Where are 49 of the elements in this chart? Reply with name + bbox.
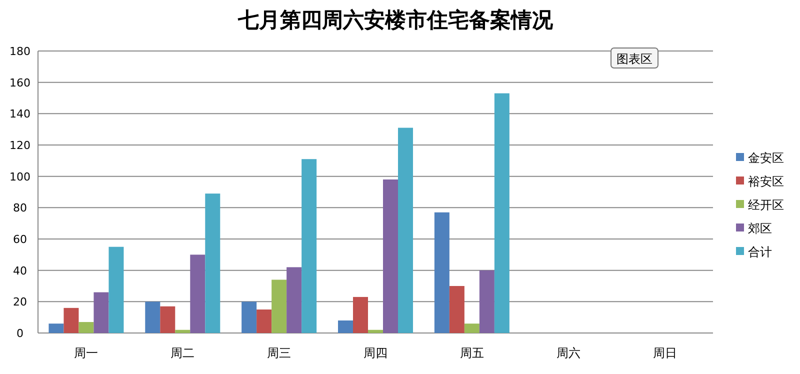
y-tick-label: 80 (13, 202, 27, 215)
y-tick-label: 160 (10, 76, 30, 90)
x-tick-label: 周四 (364, 346, 388, 360)
legend-label: 金安区 (748, 151, 784, 165)
bar (272, 280, 287, 333)
bar (94, 292, 109, 333)
y-tick-label: 60 (13, 233, 27, 246)
annotation: 图表区 (616, 52, 652, 66)
bar (286, 267, 302, 333)
bar (383, 179, 398, 333)
bar (64, 308, 79, 333)
x-tick-label: 周一 (74, 346, 98, 360)
bar (205, 194, 220, 333)
legend-label: 裕安区 (748, 174, 784, 188)
bar (494, 93, 510, 333)
bar (78, 322, 94, 333)
x-tick-label: 周三 (267, 346, 292, 360)
bar (338, 320, 353, 333)
bar (256, 310, 272, 333)
bar (398, 128, 413, 333)
legend-label: 经开区 (748, 198, 784, 212)
bar (353, 296, 368, 333)
bar (160, 306, 176, 333)
bar (242, 302, 257, 333)
bar (190, 254, 206, 333)
bar (434, 212, 450, 333)
bar (449, 286, 464, 333)
bar (145, 302, 160, 333)
y-tick-label: 20 (13, 296, 27, 309)
x-tick-label: 周日 (652, 346, 677, 360)
x-tick-label: 周二 (170, 346, 195, 360)
legend-label: 合计 (748, 245, 772, 259)
y-tick-label: 100 (10, 170, 30, 184)
legend-label: 郊区 (748, 222, 772, 236)
y-tick-label: 140 (10, 108, 30, 121)
bar (302, 159, 317, 333)
bar (479, 270, 494, 333)
bar (48, 324, 64, 333)
y-tick-label: 0 (16, 327, 24, 340)
x-tick-label: 周六 (556, 346, 580, 360)
bar (464, 324, 480, 333)
x-tick-label: 周五 (460, 346, 484, 360)
y-tick-label: 120 (10, 139, 30, 152)
bar (175, 330, 190, 333)
chart-title: 七月第四周六安楼市住宅备案情况 (237, 8, 554, 32)
y-tick-label: 40 (13, 264, 27, 278)
y-tick-label: 180 (10, 45, 30, 58)
bar (368, 330, 383, 333)
bar (108, 246, 124, 333)
